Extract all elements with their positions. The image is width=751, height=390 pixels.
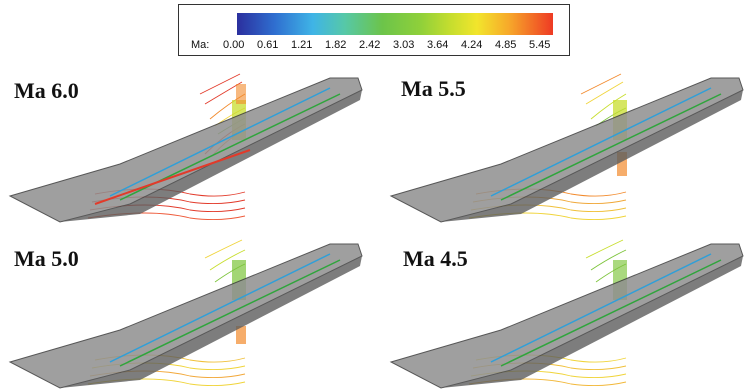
legend-tick: 2.42 [359,39,381,51]
vehicle-body [389,77,744,223]
vehicle-inlet-edge [490,87,712,197]
vehicle-inlet-edge [490,253,712,363]
legend-tick: 3.64 [427,39,449,51]
legend-tick: 4.24 [461,39,483,51]
slice-plane [236,326,246,344]
vehicle-flowfield-plot [389,73,744,223]
panel-ma-5-0: Ma 5.0 [0,230,370,390]
panel-ma-6-0: Ma 6.0 [0,64,370,224]
legend-tick: 1.82 [325,39,347,51]
vehicle-inner-edge [500,259,722,367]
legend-tick: 3.03 [393,39,415,51]
legend-tick: 4.85 [495,39,517,51]
vehicle-flowfield-plot [8,73,363,223]
panel-ma-5-5: Ma 5.5 [381,64,751,224]
legend-tick: 5.45 [529,39,551,51]
vehicle-body [8,77,363,223]
vehicle-inlet-edge [109,87,331,197]
vehicle-flowfield-plot [8,239,363,389]
vehicle-red-edge [94,149,251,205]
legend-tick: 0.61 [257,39,279,51]
legend-tick: 0.00 [223,39,245,51]
panel-ma-4-5: Ma 4.5 [381,230,751,390]
vehicle-inner-edge [119,259,341,367]
vehicle-inlet-edge [109,253,331,363]
panel-label: Ma 4.5 [403,246,468,271]
legend-ticks: 0.00 0.61 1.21 1.82 2.42 3.03 3.64 4.24 … [223,39,569,53]
legend-title: Ma: [191,39,210,51]
legend-tick: 1.21 [291,39,313,51]
slice-plane [617,152,627,176]
panel-label: Ma 5.0 [14,246,79,271]
panel-label: Ma 6.0 [14,78,79,103]
slice-plane [236,84,246,104]
colorbar-legend: Ma: 0.00 0.61 1.21 1.82 2.42 3.03 3.64 4… [178,4,570,56]
colorbar-gradient [237,13,553,35]
panel-label: Ma 5.5 [401,76,466,101]
vehicle-inner-edge [500,93,722,201]
